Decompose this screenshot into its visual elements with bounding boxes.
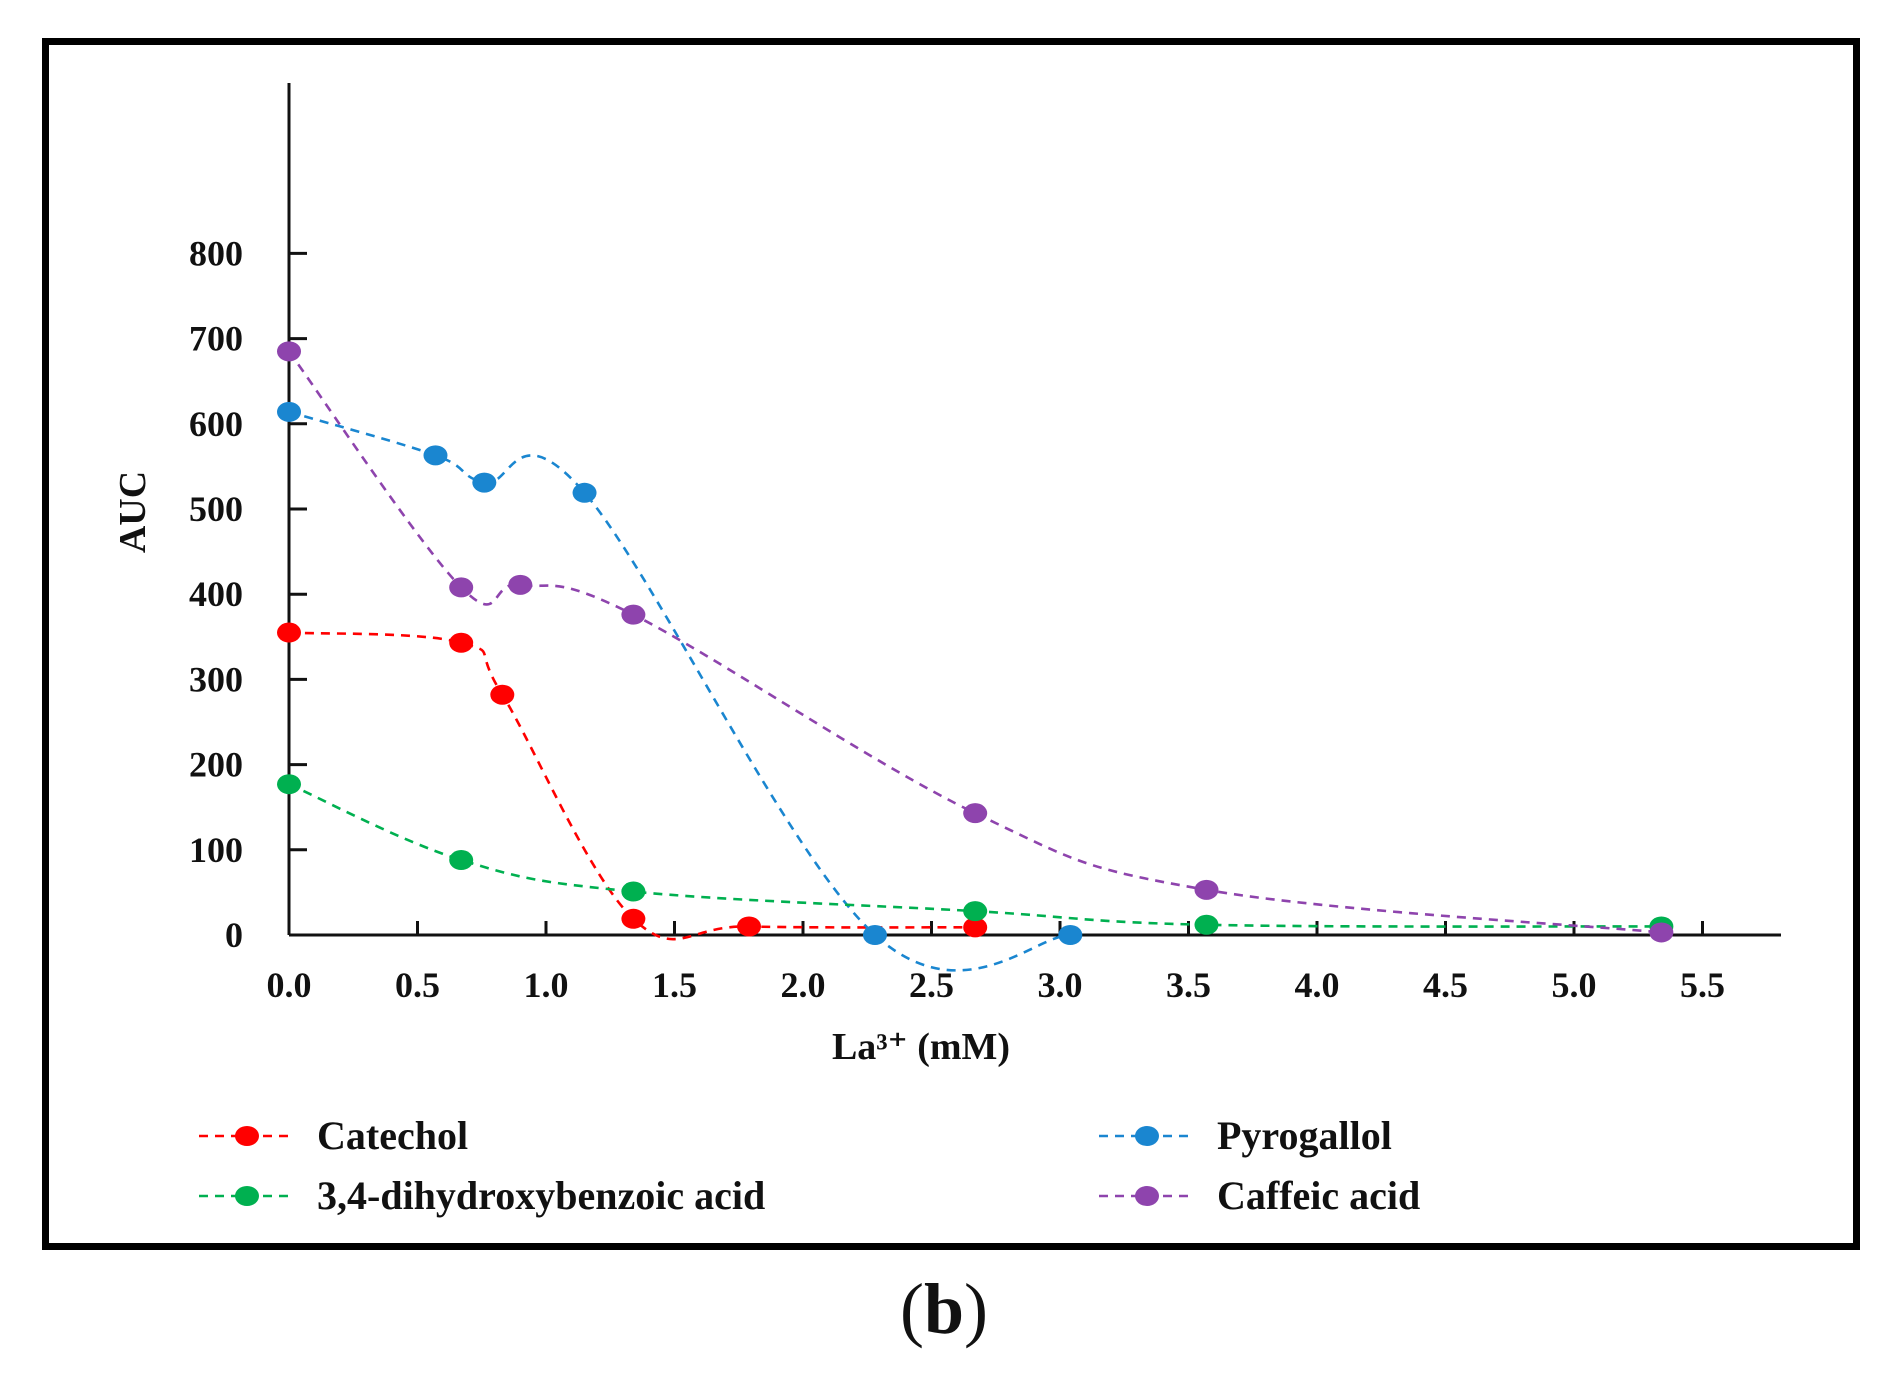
- legend-label: Caffeic acid: [1217, 1173, 1420, 1218]
- x-tick-label: 2.0: [781, 965, 826, 1005]
- data-point-catechol: [277, 622, 301, 643]
- y-tick-label: 0: [225, 915, 243, 955]
- x-tick-label: 3.5: [1166, 965, 1211, 1005]
- series-points: [277, 341, 1674, 945]
- legend-item-3-4-dihydroxybenzoic-acid: 3,4-dihydroxybenzoic acid: [199, 1173, 765, 1218]
- y-tick-label: 400: [189, 574, 243, 614]
- x-tick-label: 4.0: [1295, 965, 1340, 1005]
- panel-label-letter: b: [923, 1269, 965, 1349]
- x-tick-label: 2.5: [909, 965, 954, 1005]
- data-point-catechol: [963, 917, 988, 938]
- x-tick-label: 1.0: [524, 965, 569, 1005]
- y-tick-label: 300: [189, 659, 243, 699]
- y-tick-label: 800: [189, 233, 243, 273]
- data-point-3-4-dihydroxybenzoic-acid: [1194, 914, 1219, 935]
- data-point-catechol: [621, 908, 646, 929]
- data-point-caffeic-acid: [277, 341, 301, 362]
- legend-swatch-marker: [235, 1186, 259, 1206]
- x-tick-label: 5.0: [1552, 965, 1597, 1005]
- x-tick-label: 5.5: [1680, 965, 1725, 1005]
- y-axis-title: AUC: [112, 471, 154, 553]
- data-point-catechol: [449, 632, 474, 653]
- data-point-pyrogallol: [1058, 925, 1083, 945]
- data-point-pyrogallol: [862, 925, 887, 945]
- legend-item-catechol: Catechol: [199, 1113, 468, 1158]
- data-point-caffeic-acid: [963, 803, 988, 824]
- panel-label-open: (: [899, 1269, 924, 1349]
- series-line-caffeic-acid: [287, 350, 1662, 934]
- data-point-catechol: [737, 916, 762, 937]
- y-tick-label: 700: [189, 319, 243, 359]
- panel-label-close: ): [964, 1269, 988, 1349]
- y-tick-label: 100: [189, 830, 243, 870]
- data-point-3-4-dihydroxybenzoic-acid: [449, 850, 474, 871]
- data-point-caffeic-acid: [1649, 922, 1674, 943]
- x-tick-label: 0.0: [267, 965, 312, 1005]
- legend-label: Catechol: [317, 1113, 468, 1158]
- legend-swatch-marker: [1135, 1186, 1159, 1206]
- y-tick-label: 600: [189, 404, 243, 444]
- y-tick-label: 500: [189, 489, 243, 529]
- legend-item-caffeic-acid: Caffeic acid: [1099, 1173, 1420, 1218]
- x-axis-title: La³⁺ (mM): [832, 1026, 1010, 1068]
- data-point-pyrogallol: [572, 482, 597, 503]
- legend-label: Pyrogallol: [1217, 1113, 1392, 1158]
- data-point-pyrogallol: [277, 401, 301, 422]
- data-point-caffeic-acid: [449, 577, 474, 598]
- data-point-pyrogallol: [423, 445, 448, 466]
- axes: 0 100 200 300 400 500 600 700 800 0.0 0.5 1.0 1.5 2.0…: [112, 83, 1781, 1068]
- chart-svg: 0 100 200 300 400 500 600 700 800 0.0 0.5 1.0 1.5 2.0…: [112, 83, 1781, 1218]
- series-line-pyrogallol: [288, 410, 1071, 972]
- y-tick-label: 200: [189, 745, 243, 785]
- data-point-caffeic-acid: [621, 604, 646, 625]
- data-point-caffeic-acid: [1194, 879, 1219, 900]
- data-point-3-4-dihydroxybenzoic-acid: [277, 774, 301, 795]
- legend-swatch-marker: [235, 1126, 259, 1146]
- x-tick-label: 3.0: [1038, 965, 1083, 1005]
- data-point-caffeic-acid: [508, 574, 533, 595]
- data-point-3-4-dihydroxybenzoic-acid: [621, 881, 646, 902]
- data-point-pyrogallol: [472, 472, 497, 493]
- x-tick-label: 0.5: [395, 965, 440, 1005]
- data-point-catechol: [490, 684, 515, 705]
- series-line-catechol: [288, 631, 976, 941]
- series-lines: [287, 350, 1662, 972]
- chart-frame: 0 100 200 300 400 500 600 700 800 0.0 0.5 1.0 1.5 2.0…: [42, 38, 1860, 1250]
- x-tick-label: 4.5: [1423, 965, 1468, 1005]
- panel-label: (b): [0, 1268, 1888, 1351]
- series-line-3-4-dihydroxybenzoic-acid: [288, 783, 1662, 928]
- legend-swatch-marker: [1135, 1126, 1159, 1146]
- x-tick-label: 1.5: [652, 965, 697, 1005]
- data-point-3-4-dihydroxybenzoic-acid: [963, 901, 988, 922]
- legend: Catechol Pyrogallol 3,4-dihydroxybenzoic a…: [199, 1113, 1420, 1218]
- legend-label: 3,4-dihydroxybenzoic acid: [317, 1173, 765, 1218]
- legend-item-pyrogallol: Pyrogallol: [1099, 1113, 1392, 1158]
